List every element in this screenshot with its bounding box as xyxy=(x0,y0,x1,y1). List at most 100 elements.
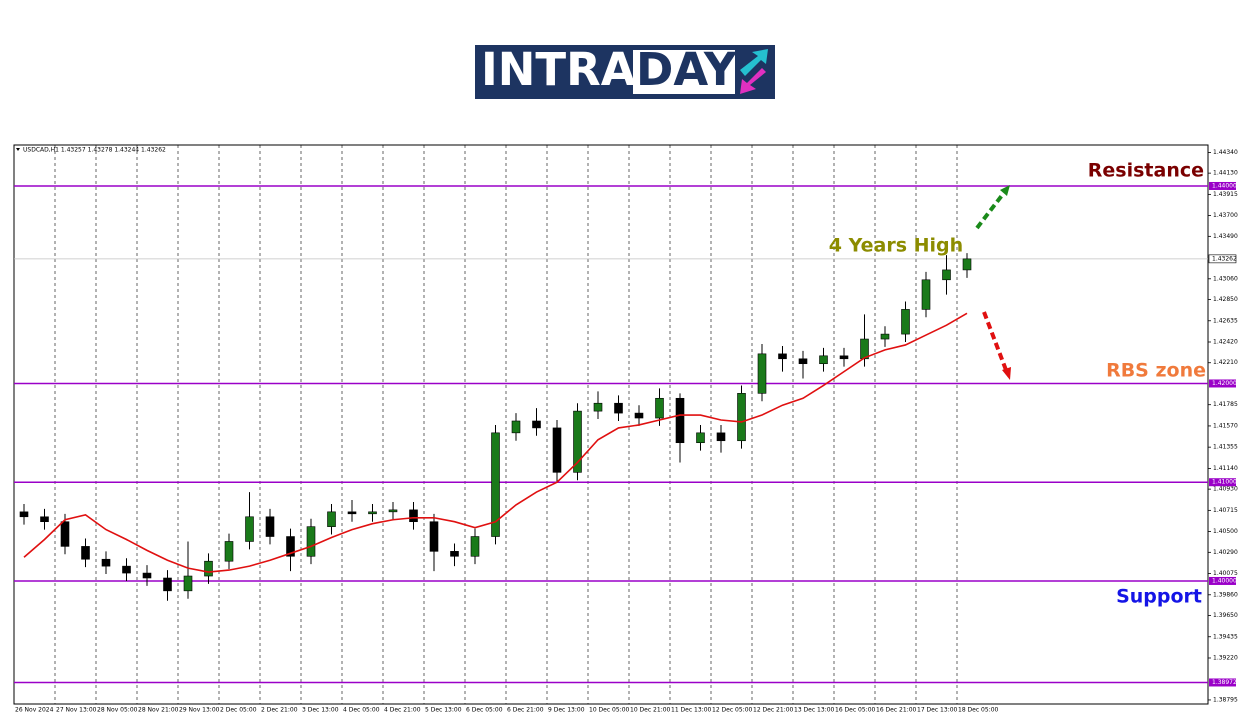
candle-body xyxy=(655,397,664,419)
last-price-label: 1.43262 xyxy=(1212,255,1237,262)
x-tick-label: 2 Dec 05:00 xyxy=(220,707,257,714)
candle-body xyxy=(101,558,111,567)
candle-body xyxy=(224,541,234,562)
candle-body xyxy=(901,309,910,335)
candle-body xyxy=(491,432,500,537)
x-tick-label: 5 Dec 13:00 xyxy=(425,707,462,714)
y-tick-label: 1.39220 xyxy=(1213,654,1238,661)
x-tick-label: 6 Dec 21:00 xyxy=(507,707,544,714)
x-tick-label: 27 Nov 13:00 xyxy=(56,707,97,714)
y-tick-label: 1.39435 xyxy=(1213,633,1238,640)
y-tick-label: 1.43490 xyxy=(1213,233,1238,240)
level-label: 1.42000 xyxy=(1212,380,1237,387)
candle-body xyxy=(368,511,377,515)
candle-body xyxy=(716,432,726,442)
x-tick-label: 18 Dec 05:00 xyxy=(958,707,999,714)
candle-body xyxy=(163,577,172,592)
logo-arrow xyxy=(740,68,766,94)
candle-body xyxy=(19,511,29,518)
candle-body xyxy=(839,355,849,360)
candle-body xyxy=(286,536,295,557)
annotation: RBS zone xyxy=(1106,360,1206,382)
plot: 26 Nov 2024 27 Nov 13:00 28 Nov 05:00 28 No… xyxy=(14,145,1238,714)
candle-body xyxy=(245,516,254,542)
y-tick-label: 1.41570 xyxy=(1213,422,1238,429)
level-label: 1.44000 xyxy=(1212,182,1237,189)
y-tick-label: 1.40075 xyxy=(1213,570,1238,577)
logo-text: INTRA xyxy=(481,43,636,96)
y-tick-label: 1.40930 xyxy=(1213,486,1238,493)
candle-body xyxy=(696,432,705,444)
arrow-shaft xyxy=(982,311,1008,371)
y-tick-label: 1.41355 xyxy=(1213,444,1238,451)
candle-body xyxy=(942,269,951,281)
arrow-down xyxy=(982,311,1011,380)
candle-body xyxy=(593,402,603,412)
candle-body xyxy=(860,338,869,360)
last-price-box xyxy=(1208,254,1237,264)
candle-body xyxy=(511,420,521,434)
y-tick-label: 1.41140 xyxy=(1213,465,1238,472)
candle-body xyxy=(429,521,439,552)
x-tick-label: 9 Dec 13:00 xyxy=(548,707,585,714)
logo: INTRA DAY xyxy=(475,43,775,99)
candle-body xyxy=(327,511,336,527)
candle-body xyxy=(388,509,398,513)
y-tick-label: 1.42850 xyxy=(1213,296,1238,303)
candle-body xyxy=(634,412,644,419)
annotation: 4 Years High xyxy=(829,235,963,257)
x-tick-label: 10 Dec 21:00 xyxy=(630,707,671,714)
annotation: Resistance xyxy=(1088,160,1204,182)
candle-body xyxy=(40,516,49,523)
y-tick-label: 1.44130 xyxy=(1213,170,1238,177)
candle-body xyxy=(532,420,541,429)
y-tick-label: 1.40715 xyxy=(1213,507,1238,514)
candle-body xyxy=(778,353,787,360)
arrow-head xyxy=(1000,185,1010,196)
y-tick-label: 1.40290 xyxy=(1213,549,1238,556)
candle-body xyxy=(265,516,275,537)
arrow-head xyxy=(1002,367,1011,380)
arrow-shaft xyxy=(975,192,1005,230)
candle-body xyxy=(819,355,828,365)
menu-marker xyxy=(16,148,20,151)
candle-body xyxy=(757,353,767,394)
plot-frame xyxy=(13,144,1209,705)
candle-body xyxy=(450,551,459,557)
candle-body xyxy=(204,560,213,577)
level-label: 1.38972 xyxy=(1212,679,1237,686)
x-tick-label: 4 Dec 21:00 xyxy=(384,707,421,714)
x-tick-label: 13 Dec 13:00 xyxy=(794,707,835,714)
y-tick-label: 1.39650 xyxy=(1213,612,1238,619)
x-tick-label: 16 Dec 05:00 xyxy=(835,707,876,714)
x-tick-label: 26 Nov 2024 xyxy=(15,707,54,714)
y-tick-label: 1.38795 xyxy=(1213,696,1238,703)
x-tick-label: 6 Dec 05:00 xyxy=(466,707,503,714)
x-tick-label: 28 Nov 21:00 xyxy=(138,707,179,714)
x-tick-label: 4 Dec 05:00 xyxy=(343,707,380,714)
level-label-box xyxy=(1209,678,1236,687)
y-tick-label: 1.44340 xyxy=(1213,149,1238,156)
x-tick-label: 10 Dec 05:00 xyxy=(589,707,630,714)
candle-body xyxy=(60,521,70,547)
level-label-box xyxy=(1209,478,1236,487)
level-label: 1.40000 xyxy=(1212,577,1237,584)
candle-body xyxy=(409,509,418,523)
candle-body xyxy=(142,572,152,579)
level-label: 1.41000 xyxy=(1212,479,1237,486)
candle-body xyxy=(880,333,890,340)
logo-text: DAY xyxy=(636,43,738,96)
symbol-header: USDCAD,H1 1.43257 1.43278 1.43244 1.4326… xyxy=(23,147,166,154)
y-tick-label: 1.42420 xyxy=(1213,338,1238,345)
y-tick-label: 1.41785 xyxy=(1213,401,1238,408)
level-label-box xyxy=(1209,576,1236,585)
candle-body xyxy=(552,427,562,473)
candle-body xyxy=(962,258,972,271)
y-tick-label: 1.43060 xyxy=(1213,275,1238,282)
candle-body xyxy=(122,565,131,574)
candle-body xyxy=(798,358,808,365)
y-tick-label: 1.39860 xyxy=(1213,591,1238,598)
y-tick-label: 1.40500 xyxy=(1213,528,1238,535)
